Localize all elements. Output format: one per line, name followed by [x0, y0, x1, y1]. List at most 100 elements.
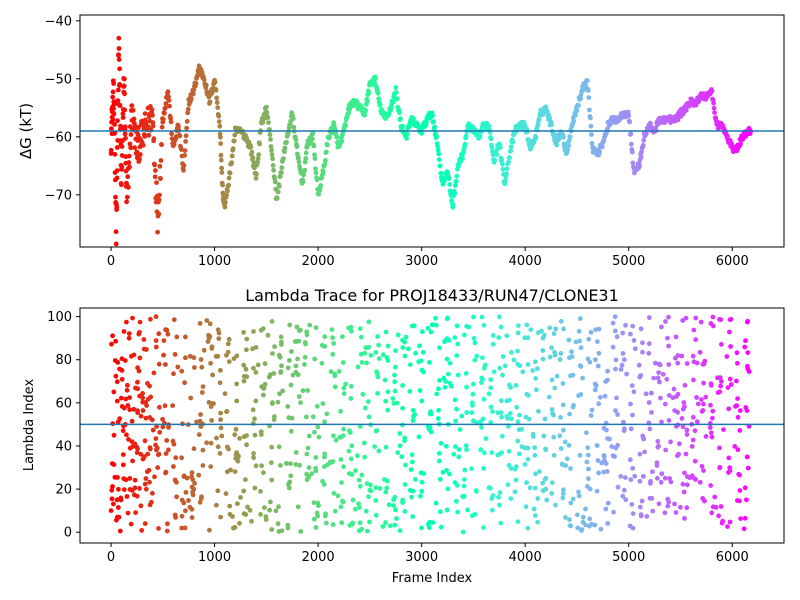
lambda-point — [329, 327, 335, 332]
lambda-point — [272, 344, 277, 349]
delta-g-point — [114, 204, 120, 210]
lambda-point — [593, 383, 599, 389]
lambda-point — [393, 507, 398, 513]
lambda-point — [144, 347, 149, 352]
lambda-point — [547, 354, 553, 360]
lambda-point — [734, 350, 740, 356]
lambda-point — [642, 449, 647, 455]
delta-g-point — [419, 130, 424, 136]
lambda-point — [199, 364, 205, 370]
lambda-point — [349, 328, 354, 334]
delta-g-point — [323, 158, 328, 163]
lambda-point — [200, 463, 206, 468]
delta-g-point — [436, 157, 442, 163]
delta-g-point — [227, 170, 233, 176]
lambda-point — [442, 384, 448, 390]
lambda-point — [452, 397, 458, 403]
lambda-point — [595, 339, 600, 344]
lambda-point — [214, 502, 219, 508]
lambda-point — [651, 375, 657, 381]
delta-g-point — [137, 156, 142, 162]
delta-g-panel: 0 1000 2000 3000 4000 5000 6000 −40 −50 −60 −70 Δ… — [17, 14, 785, 269]
delta-g-point — [214, 95, 220, 101]
delta-g-point — [188, 96, 194, 102]
delta-g-point — [506, 159, 511, 165]
lambda-point — [234, 381, 240, 387]
delta-g-point — [709, 88, 715, 94]
delta-g-point — [343, 123, 348, 129]
lambda-point — [413, 350, 418, 356]
delta-g-point — [249, 149, 255, 155]
lambda-point — [695, 401, 701, 407]
lambda-point — [575, 512, 580, 518]
delta-g-point — [127, 141, 133, 147]
lambda-point — [701, 401, 706, 407]
lambda-point — [640, 340, 645, 346]
lambda-point — [121, 405, 127, 411]
lambda-point — [376, 448, 382, 454]
delta-g-point — [551, 131, 556, 137]
lambda-point — [660, 371, 666, 377]
lambda-point — [482, 362, 488, 368]
lambda-point — [469, 466, 474, 472]
lambda-point — [427, 360, 432, 365]
lambda-point — [495, 410, 501, 416]
lambda-point — [196, 472, 202, 478]
lambda-point — [209, 346, 215, 351]
lambda-point — [605, 368, 610, 374]
lambda-point — [557, 357, 563, 362]
delta-g-point — [432, 124, 437, 130]
delta-g-point — [215, 105, 221, 110]
lambda-point — [595, 458, 601, 463]
y-tick-label: 80 — [55, 353, 72, 368]
lambda-point — [131, 406, 137, 412]
delta-g-point — [565, 147, 570, 153]
lambda-point — [498, 410, 504, 415]
delta-g-point — [267, 132, 273, 138]
lambda-point — [437, 378, 442, 383]
delta-g-point — [576, 103, 581, 108]
lambda-point — [133, 510, 139, 515]
lambda-point — [339, 480, 344, 485]
lambda-point — [243, 366, 249, 372]
lambda-point — [251, 329, 256, 334]
y-tick-label: 100 — [47, 310, 72, 325]
lambda-point — [497, 314, 502, 320]
lambda-point — [383, 489, 389, 495]
lambda-point — [373, 485, 379, 491]
lambda-point — [735, 414, 741, 420]
delta-g-point — [152, 162, 158, 168]
x-tick-label: 6000 — [716, 254, 749, 269]
delta-g-point — [218, 141, 224, 147]
lambda-point — [319, 360, 325, 366]
lambda-point — [135, 386, 141, 392]
lambda-point — [352, 506, 358, 512]
lambda-point — [646, 350, 652, 356]
lambda-point — [330, 335, 335, 341]
x-tick-label: 6000 — [716, 550, 749, 565]
delta-g-point — [390, 99, 396, 105]
lambda-point — [279, 342, 284, 347]
lambda-point — [387, 523, 393, 529]
delta-g-point — [213, 87, 219, 93]
lambda-point — [566, 442, 572, 448]
lambda-point — [204, 440, 210, 446]
lambda-point — [470, 381, 476, 387]
lambda-point — [506, 448, 512, 454]
lambda-point — [576, 493, 582, 499]
lambda-point — [331, 490, 337, 496]
lambda-point — [244, 442, 250, 448]
lambda-point — [576, 489, 581, 495]
lambda-point — [129, 418, 135, 424]
delta-g-point — [165, 89, 171, 95]
lambda-point — [584, 459, 590, 465]
delta-g-point — [128, 145, 134, 151]
lambda-point — [263, 517, 269, 522]
lambda-point — [383, 520, 388, 525]
delta-g-point — [112, 122, 117, 127]
delta-g-point — [284, 140, 289, 145]
delta-g-point — [322, 162, 328, 167]
x-tick-label: 4000 — [509, 550, 542, 565]
delta-g-point — [166, 98, 172, 103]
delta-g-point — [256, 152, 261, 158]
